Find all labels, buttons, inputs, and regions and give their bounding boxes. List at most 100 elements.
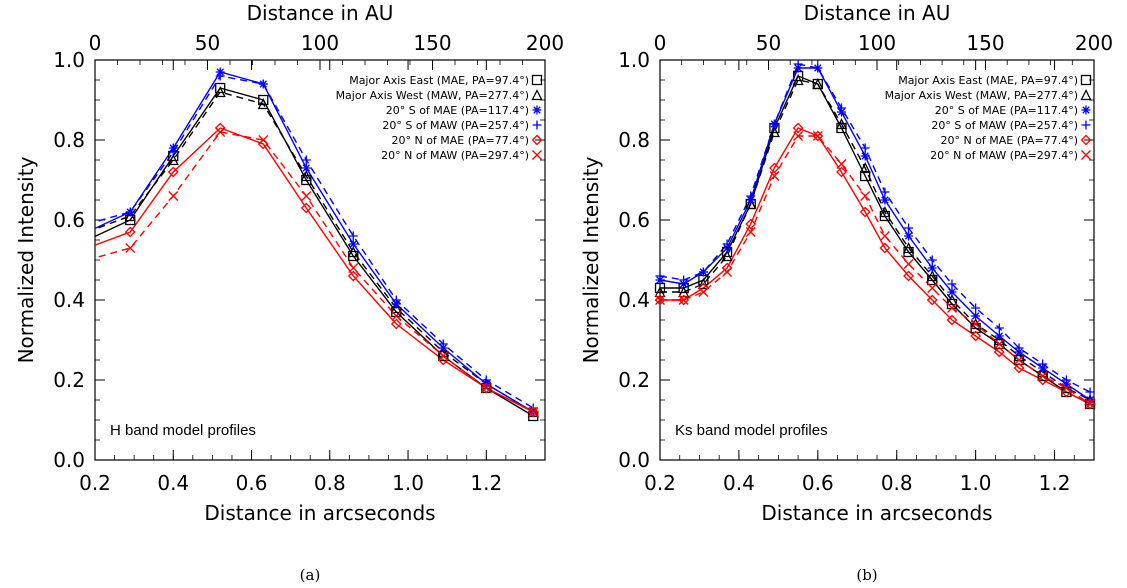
data-point-diamond bbox=[812, 130, 824, 142]
data-point-plus bbox=[927, 255, 937, 265]
data-point-plus bbox=[168, 147, 178, 157]
data-point-plus bbox=[722, 239, 732, 249]
data-point-plus bbox=[994, 323, 1004, 333]
x-axis-label: Distance in arcseconds bbox=[761, 501, 992, 525]
data-point-x bbox=[438, 351, 449, 361]
data-point-diamond bbox=[903, 270, 914, 282]
data-point-triangle bbox=[745, 198, 757, 210]
data-point-plus bbox=[698, 267, 708, 277]
y-tick-label: 1.0 bbox=[53, 48, 85, 72]
data-point-diamond bbox=[970, 330, 982, 342]
data-point-plus bbox=[813, 63, 823, 73]
x-tick-label: 0.4 bbox=[157, 471, 189, 495]
data-point-x bbox=[655, 295, 665, 305]
panel-caption: (a) bbox=[300, 566, 321, 584]
legend-marker-diamond bbox=[531, 134, 543, 146]
data-point-x bbox=[1037, 371, 1048, 381]
legend: Major Axis East (MAE, PA=97.4°) Major Axi… bbox=[885, 74, 1092, 162]
legend-marker-triangle bbox=[531, 89, 543, 101]
y-axis-label: Normalized Intensity bbox=[579, 156, 603, 363]
x-tick-label: 0.2 bbox=[79, 471, 111, 495]
legend-entry-label: 20° N of MAW (PA=297.4°) bbox=[930, 149, 1078, 162]
legend-marker-asterisk bbox=[1081, 105, 1091, 115]
x-tick-label: 0.8 bbox=[881, 471, 913, 495]
legend-entry-label: 20° N of MAE (PA=77.4°) bbox=[391, 134, 529, 147]
x-tick-label: 1.0 bbox=[392, 471, 424, 495]
data-point-diamond bbox=[745, 218, 757, 230]
data-point-triangle bbox=[214, 86, 226, 98]
legend-marker-triangle bbox=[1080, 89, 1092, 101]
data-point-diamond bbox=[879, 242, 891, 254]
data-point-x bbox=[860, 191, 871, 201]
data-point-plus bbox=[1061, 375, 1071, 385]
data-point-triangle bbox=[678, 286, 690, 298]
data-point-triangle bbox=[124, 210, 136, 222]
panel-annotation: H band model profiles bbox=[110, 422, 256, 439]
legend-entry-label: Major Axis West (MAW, PA=277.4°) bbox=[885, 89, 1078, 102]
data-point-triangle bbox=[390, 302, 402, 314]
top-x-tick-label: 50 bbox=[195, 31, 220, 55]
top-x-tick-label: 150 bbox=[966, 31, 1004, 55]
y-tick-label: 0.0 bbox=[53, 448, 85, 472]
data-point-plus bbox=[125, 207, 135, 217]
data-point-plus bbox=[971, 303, 981, 313]
data-point-x bbox=[348, 263, 359, 273]
top-x-tick-label: 100 bbox=[301, 31, 339, 55]
legend-marker-square bbox=[1080, 74, 1092, 86]
markers bbox=[654, 59, 1096, 410]
data-point-diamond bbox=[390, 318, 402, 330]
data-point-triangle bbox=[300, 170, 312, 182]
data-point-x bbox=[836, 159, 847, 169]
data-point-diamond bbox=[768, 162, 780, 174]
data-point-plus bbox=[793, 59, 803, 69]
legend-marker-square bbox=[531, 74, 543, 86]
data-point-diamond bbox=[124, 226, 136, 238]
y-tick-label: 0.2 bbox=[53, 368, 85, 392]
data-point-x bbox=[745, 227, 756, 237]
data-point-square bbox=[215, 82, 226, 94]
data-point-x bbox=[481, 383, 492, 393]
data-point-x bbox=[812, 131, 823, 141]
data-point-plus bbox=[880, 187, 890, 197]
x-tick-label: 1.2 bbox=[1039, 471, 1071, 495]
data-point-plus bbox=[438, 339, 448, 349]
markers bbox=[124, 67, 539, 422]
data-point-diamond bbox=[167, 166, 179, 178]
data-point-triangle bbox=[167, 154, 179, 166]
data-point-diamond bbox=[836, 166, 847, 178]
data-point-triangle bbox=[257, 98, 269, 110]
legend-marker-plus bbox=[1081, 120, 1091, 130]
top-x-tick-label: 200 bbox=[1075, 31, 1113, 55]
legend: Major Axis East (MAE, PA=97.4°) Major Axi… bbox=[336, 74, 543, 162]
data-point-triangle bbox=[654, 286, 666, 298]
data-point-diamond bbox=[792, 122, 804, 134]
data-point-asterisk bbox=[994, 331, 1004, 341]
data-point-triangle bbox=[697, 278, 709, 290]
legend-marker-asterisk bbox=[532, 105, 542, 115]
series-line-2 bbox=[660, 67, 1091, 401]
data-point-asterisk bbox=[904, 231, 914, 241]
y-tick-label: 0.8 bbox=[618, 128, 650, 152]
series-line-4 bbox=[95, 127, 534, 413]
series-line-3 bbox=[660, 63, 1091, 393]
data-point-x bbox=[970, 319, 981, 329]
data-point-diamond bbox=[1013, 362, 1025, 374]
data-point-triangle bbox=[946, 294, 958, 306]
y-tick-label: 0.4 bbox=[618, 288, 650, 312]
data-point-triangle bbox=[768, 126, 780, 138]
data-point-x bbox=[258, 135, 269, 145]
data-point-plus bbox=[1085, 387, 1095, 397]
data-point-asterisk bbox=[348, 239, 358, 249]
data-point-triangle bbox=[1060, 382, 1072, 394]
legend-entry-label: 20° S of MAE (PA=117.4°) bbox=[935, 104, 1078, 117]
data-point-plus bbox=[301, 155, 311, 165]
legend-entry-label: 20° N of MAE (PA=77.4°) bbox=[940, 134, 1078, 147]
data-point-plus bbox=[947, 279, 957, 289]
data-point-diamond bbox=[480, 382, 492, 394]
data-point-x bbox=[678, 295, 689, 305]
data-point-diamond bbox=[946, 314, 958, 326]
data-point-plus bbox=[836, 103, 846, 113]
chart-panel-a: 0.2 0.4 0.6 0.8 1.0 1.2 0 50 100 150 200 0.0 0.2 0.4 0… bbox=[14, 1, 564, 584]
data-point-triangle bbox=[792, 74, 804, 86]
data-point-asterisk bbox=[927, 263, 937, 273]
